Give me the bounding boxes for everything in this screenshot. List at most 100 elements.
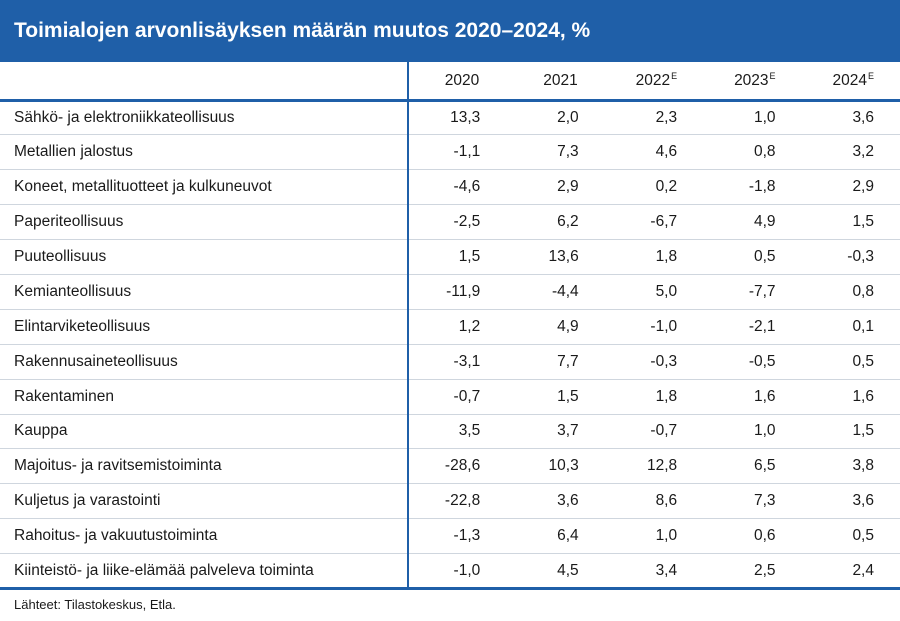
table-row: Paperiteollisuus -2,5 6,2 -6,7 4,9 1,5 <box>0 204 900 240</box>
table-row: Puuteollisuus 1,5 13,6 1,8 0,5 -0,3 <box>0 239 900 275</box>
value-cell: 3,7 <box>557 422 579 440</box>
title-bar: Toimialojen arvonlisäyksen määrän muutos… <box>0 0 900 62</box>
table-body: Sähkö- ja elektroniikkateollisuus 13,3 2,0… <box>0 100 900 589</box>
value-cell: 0,1 <box>852 317 874 335</box>
value-cell: 0,5 <box>852 527 874 545</box>
row-label: Koneet, metallituotteet ja kulkuneuvot <box>0 169 409 205</box>
estimate-mark: E <box>671 70 678 81</box>
value-cell: 3,5 <box>458 422 481 440</box>
value-cell: 6,2 <box>557 213 579 231</box>
row-label: Rakennusaineteollisuus <box>0 344 409 380</box>
table-row: Rahoitus- ja vakuutustoiminta -1,3 6,4 1,0 0… <box>0 518 900 554</box>
column-year: 2022 <box>635 71 671 89</box>
value-cell: 1,5 <box>458 248 481 265</box>
table-title: Toimialojen arvonlisäyksen määrän muutos… <box>14 19 591 42</box>
value-cell: 7,3 <box>754 492 776 510</box>
table-row: Rakennusaineteollisuus -3,1 7,7 -0,3 -0,5 0,5 <box>0 344 900 380</box>
row-label: Metallien jalostus <box>0 134 409 170</box>
value-cell: 0,8 <box>754 143 776 161</box>
value-cell: 3,2 <box>852 143 874 161</box>
value-cell: -1,3 <box>453 527 481 545</box>
column-year: 2020 <box>444 71 480 89</box>
value-cell: 12,8 <box>646 457 678 475</box>
column-year: 2021 <box>543 71 578 89</box>
column-header: 2020 <box>408 62 506 100</box>
table-row: Kauppa 3,5 3,7 -0,7 1,0 1,5 <box>0 414 900 449</box>
value-cell: -4,6 <box>453 178 481 196</box>
value-cell: -3,1 <box>453 352 481 370</box>
value-cell: 4,9 <box>557 317 579 335</box>
value-cell: 1,0 <box>754 108 776 126</box>
value-cell: 13,3 <box>450 108 481 126</box>
value-cell: 13,6 <box>548 248 579 265</box>
row-label: Kemianteollisuus <box>0 274 409 310</box>
value-cell: 10,3 <box>548 457 579 475</box>
column-header: 2024E <box>802 62 900 100</box>
table-row: Metallien jalostus -1,1 7,3 4,6 0,8 3,2 <box>0 134 900 170</box>
row-label: Majoitus- ja ravitsemistoiminta <box>0 448 409 484</box>
value-cell: 2,9 <box>852 178 874 196</box>
value-cell: -2,5 <box>453 213 481 231</box>
value-cell: 0,5 <box>754 248 776 265</box>
value-cell: 1,8 <box>655 387 678 405</box>
value-cell: -1,1 <box>453 143 481 161</box>
value-cell: 4,6 <box>655 143 678 161</box>
row-label: Kiinteistö- ja liike-elämää palveleva to… <box>0 553 409 589</box>
value-cell: 1,0 <box>754 422 776 440</box>
value-cell: 3,6 <box>852 492 874 510</box>
estimate-mark: E <box>769 70 776 81</box>
value-cell: 0,6 <box>754 527 776 545</box>
value-cell: -0,3 <box>650 352 678 370</box>
value-cell: 1,5 <box>852 422 874 440</box>
value-cell: 2,9 <box>557 178 579 196</box>
value-cell: 7,7 <box>557 352 579 370</box>
value-cell: 6,5 <box>754 457 776 475</box>
value-cell: 3,6 <box>557 492 579 510</box>
value-cell: 1,0 <box>655 527 678 545</box>
table-row: Koneet, metallituotteet ja kulkuneuvot -4… <box>0 169 900 205</box>
value-cell: -0,5 <box>748 352 776 370</box>
source-note: Lähteet: Tilastokeskus, Etla. <box>14 597 176 612</box>
row-label: Kauppa <box>0 414 409 449</box>
value-cell: -0,7 <box>453 387 481 405</box>
value-cell: -1,0 <box>650 317 678 335</box>
value-cell: 1,2 <box>458 317 481 335</box>
table-row: Sähkö- ja elektroniikkateollisuus 13,3 2,0… <box>0 100 900 135</box>
value-cell: -2,1 <box>748 317 776 335</box>
value-cell: 2,5 <box>754 561 776 579</box>
value-cell: -6,7 <box>650 213 678 231</box>
value-cell: 1,5 <box>852 213 874 231</box>
value-cell: 1,6 <box>852 387 874 405</box>
row-label: Rakentaminen <box>0 379 409 415</box>
row-label: Puuteollisuus <box>0 239 409 275</box>
value-cell: -11,9 <box>446 282 481 300</box>
value-cell: 6,4 <box>557 527 579 545</box>
table-row: Kiinteistö- ja liike-elämää palveleva to… <box>0 553 900 589</box>
column-year: 2024 <box>832 71 867 89</box>
column-header: 2023E <box>703 62 801 100</box>
table-row: Rakentaminen -0,7 1,5 1,8 1,6 1,6 <box>0 379 900 415</box>
value-cell: 4,9 <box>754 213 776 231</box>
value-cell: 3,4 <box>655 561 678 579</box>
value-cell: -0,7 <box>650 422 678 440</box>
value-cell: 2,0 <box>557 108 579 126</box>
value-cell: 4,5 <box>557 561 579 579</box>
value-cell: -4,4 <box>551 282 579 300</box>
header-row: 2020 2021 2022E 2023E 2024E <box>0 62 900 100</box>
estimate-mark: E <box>867 70 874 81</box>
value-cell: -1,0 <box>453 561 481 579</box>
table-row: Kuljetus ja varastointi -22,8 3,6 8,6 7,3 3,6 <box>0 483 900 519</box>
column-year: 2023 <box>734 71 769 89</box>
value-cell: 5,0 <box>655 282 678 300</box>
table-row: Majoitus- ja ravitsemistoiminta -28,6 10,3… <box>0 448 900 484</box>
column-header: 2022E <box>605 62 703 100</box>
value-cell: 0,2 <box>655 178 678 196</box>
row-label: Rahoitus- ja vakuutustoiminta <box>0 518 409 554</box>
value-cell: 2,3 <box>655 108 678 126</box>
value-cell: 1,8 <box>655 248 678 265</box>
value-cell: 1,5 <box>557 387 579 405</box>
table-row: Kemianteollisuus -11,9 -4,4 5,0 -7,7 0,8 <box>0 274 900 310</box>
value-cell: 2,4 <box>852 561 874 579</box>
column-header: 2021 <box>506 62 604 100</box>
value-cell: 0,8 <box>852 282 874 300</box>
